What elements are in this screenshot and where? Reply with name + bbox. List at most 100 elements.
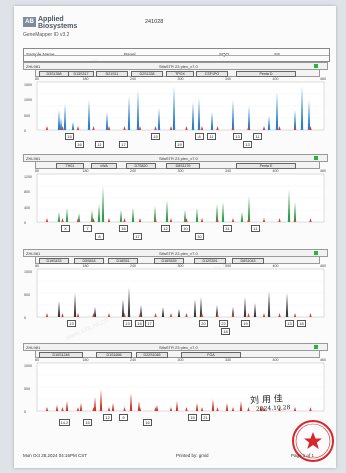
allele-call-label: 8 (95, 233, 104, 240)
panel-sample-name: ZHL981 (26, 155, 41, 161)
status-indicator (314, 345, 318, 349)
peak (73, 293, 77, 317)
peak (243, 297, 247, 317)
brand-line1: Applied (38, 16, 64, 23)
electropherogram-plot (36, 362, 325, 412)
allele-call-label: 21 (201, 414, 210, 421)
size-standard-peak (154, 407, 157, 411)
bp-tick-label: 240 (130, 169, 136, 173)
peak (307, 100, 311, 130)
peak (90, 210, 94, 222)
peak (172, 86, 176, 130)
bp-tick-label: 340 (225, 264, 231, 268)
bp-tick-label: 460 (320, 264, 326, 268)
peak (210, 112, 214, 130)
peak (71, 122, 75, 130)
bp-tick-label: 300 (177, 264, 184, 268)
electropherogram-plot (36, 268, 325, 318)
size-standard-peak (247, 126, 250, 130)
size-standard-peak (216, 218, 219, 222)
electropherogram-plot (36, 81, 325, 131)
software-version: GeneMapper ID v3.2 (23, 32, 70, 38)
size-standard-peak (262, 407, 266, 411)
marker-label: TPOX (166, 70, 194, 77)
marker-bar: TH01 vWA D7S820 D8S1179 Penta E (35, 161, 320, 169)
peak (195, 403, 199, 411)
size-standard-peak (309, 313, 312, 317)
peak (155, 405, 159, 411)
info-col-panel: Panel (124, 52, 136, 57)
marker-label: D2S1338 (131, 70, 163, 77)
info-col-ss: SS (274, 52, 281, 57)
marker-label: D12S391 (194, 257, 226, 264)
allele-call-label: 8 (195, 133, 204, 140)
bp-tick-label: 300 (177, 358, 184, 362)
bp-tick-label: 80 (35, 77, 39, 81)
peak (165, 200, 169, 222)
y-tick-label: 800 (24, 190, 30, 195)
sample-info-table: Sample Name Panel SQO SS (23, 48, 330, 62)
size-standard-peak (200, 407, 204, 411)
size-standard-peak (76, 407, 80, 411)
y-tick-label: 500 (24, 293, 30, 297)
allele-call-label: 14.2 (59, 419, 70, 426)
allele-call-label: 15 (83, 419, 92, 426)
peak (93, 397, 97, 411)
allele-call-label: 12 (103, 414, 112, 421)
footer-printed-by: Printed by: gmid (176, 453, 209, 458)
allele-call-label: 19 (188, 414, 197, 421)
peak (215, 204, 219, 222)
electropherogram-panel: ZHL981 SifaSTR 23 plex_v7.0 D19S433 D5S818 D… (23, 249, 328, 337)
allele-call-label: 19 (175, 141, 184, 148)
size-standard-peak (138, 407, 142, 411)
peak (93, 307, 97, 317)
bp-tick-label: 240 (130, 358, 136, 362)
allele-call-label: 20 (199, 320, 208, 327)
marker-bar: D19S433 D5S818 D18S51 D16S539 D12S391 D6S1043 (35, 256, 320, 264)
size-standard-peak (309, 407, 312, 411)
peak (247, 196, 251, 222)
size-standard-peak (278, 218, 281, 222)
size-standard-peak (154, 218, 157, 222)
peak (231, 100, 235, 130)
electropherogram-panel: ZHL981 SifaSTR 23 plex_v7.0 D10S1248 D1S165… (23, 343, 328, 431)
size-standard-peak (169, 126, 173, 130)
peak (267, 291, 271, 317)
signature-date: 2024.10.28 (255, 404, 291, 413)
peak (119, 210, 123, 222)
size-standard-peak (309, 126, 312, 130)
allele-call-label: 31 (223, 225, 232, 232)
marker-label: D10S1248 (39, 351, 83, 358)
allele-call-label: 11 (251, 225, 260, 232)
size-standard-peak (107, 407, 111, 411)
bp-tick-label: 400 (272, 264, 279, 268)
footer-print-date: Mon Oct 28,2024 04:16PM CST (23, 453, 88, 458)
peak (199, 297, 203, 317)
size-standard-peak (123, 313, 126, 317)
marker-label: D18S51 (108, 257, 138, 264)
peak (191, 102, 195, 130)
bp-tick-label: 400 (272, 358, 279, 362)
peak (293, 202, 297, 222)
peak (101, 186, 105, 222)
allele-call-label: 13 (123, 320, 132, 327)
logo-mark: AB (23, 17, 36, 27)
bp-tick-label: 460 (320, 358, 326, 362)
size-standard-peak (216, 407, 219, 411)
bp-tick-label: 180 (82, 77, 89, 81)
size-standard-peak (247, 313, 250, 317)
size-standard-peak (138, 218, 142, 222)
peak (65, 401, 69, 411)
size-standard-peak (200, 218, 204, 222)
bp-tick-label: 80 (35, 169, 39, 173)
peak (129, 393, 133, 411)
peak (240, 212, 244, 222)
info-divider (24, 55, 329, 56)
bp-tick-label: 460 (320, 169, 326, 173)
electropherogram-plot (36, 173, 325, 223)
bp-scale: 80 180 240 300 340 400 460 (35, 264, 326, 269)
peak (131, 208, 135, 222)
peak (193, 299, 197, 317)
allele-call-label: 16 (75, 141, 84, 148)
marker-label: D21S11 (96, 70, 128, 77)
